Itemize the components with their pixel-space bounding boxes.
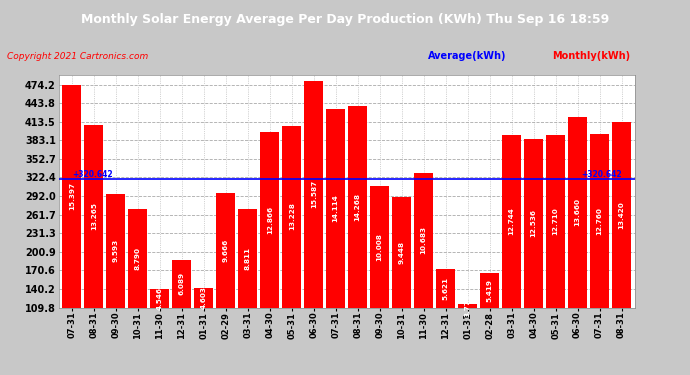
Text: 8.790: 8.790 xyxy=(135,247,141,270)
Text: 5.621: 5.621 xyxy=(443,277,448,300)
Text: +320.642: +320.642 xyxy=(581,170,622,178)
Text: 14.114: 14.114 xyxy=(333,194,339,222)
Text: 12.536: 12.536 xyxy=(531,209,537,237)
Text: 12.866: 12.866 xyxy=(267,206,273,234)
Text: 3.774: 3.774 xyxy=(464,294,471,317)
Text: 9.666: 9.666 xyxy=(223,238,229,262)
Bar xyxy=(371,186,389,308)
Text: 9.593: 9.593 xyxy=(113,239,119,262)
Bar xyxy=(415,174,433,308)
Text: 5.419: 5.419 xyxy=(486,279,493,302)
Bar xyxy=(282,126,301,308)
Bar xyxy=(84,125,103,308)
Bar xyxy=(304,81,323,308)
Bar xyxy=(217,193,235,308)
Text: +320.642: +320.642 xyxy=(72,170,112,178)
Text: 10.683: 10.683 xyxy=(421,226,426,255)
Text: 4.546: 4.546 xyxy=(157,287,163,310)
Bar xyxy=(393,197,411,308)
Bar xyxy=(524,138,543,308)
Bar xyxy=(260,132,279,308)
Text: 6.089: 6.089 xyxy=(179,272,185,295)
Bar xyxy=(150,289,169,308)
Bar xyxy=(612,122,631,308)
Text: 13.660: 13.660 xyxy=(575,198,580,226)
Text: 10.008: 10.008 xyxy=(377,233,383,261)
Text: 9.448: 9.448 xyxy=(399,241,405,264)
Bar xyxy=(480,273,499,308)
Bar xyxy=(128,209,147,308)
Text: 8.811: 8.811 xyxy=(245,247,250,270)
Text: 15.397: 15.397 xyxy=(69,182,75,210)
Text: 12.710: 12.710 xyxy=(553,207,559,235)
Bar xyxy=(502,135,521,308)
Text: 13.228: 13.228 xyxy=(288,202,295,231)
Text: 15.587: 15.587 xyxy=(310,180,317,209)
Text: 13.265: 13.265 xyxy=(91,202,97,230)
Bar xyxy=(239,209,257,308)
Bar xyxy=(106,194,125,308)
Bar xyxy=(590,134,609,308)
Bar xyxy=(569,117,587,308)
Text: Monthly(kWh): Monthly(kWh) xyxy=(552,51,630,61)
Text: Copyright 2021 Cartronics.com: Copyright 2021 Cartronics.com xyxy=(7,52,148,61)
Text: Average(kWh): Average(kWh) xyxy=(428,51,506,61)
Text: 12.744: 12.744 xyxy=(509,207,515,235)
Bar xyxy=(348,106,367,308)
Bar xyxy=(195,288,213,308)
Text: 14.268: 14.268 xyxy=(355,193,361,221)
Text: 13.420: 13.420 xyxy=(619,201,624,229)
Bar xyxy=(436,269,455,308)
Bar xyxy=(458,304,477,307)
Bar xyxy=(546,135,565,308)
Bar xyxy=(172,260,191,308)
Bar xyxy=(63,85,81,308)
Bar xyxy=(326,109,345,308)
Text: 12.760: 12.760 xyxy=(597,207,602,235)
Text: 4.603: 4.603 xyxy=(201,286,207,309)
Text: Monthly Solar Energy Average Per Day Production (KWh) Thu Sep 16 18:59: Monthly Solar Energy Average Per Day Pro… xyxy=(81,13,609,26)
